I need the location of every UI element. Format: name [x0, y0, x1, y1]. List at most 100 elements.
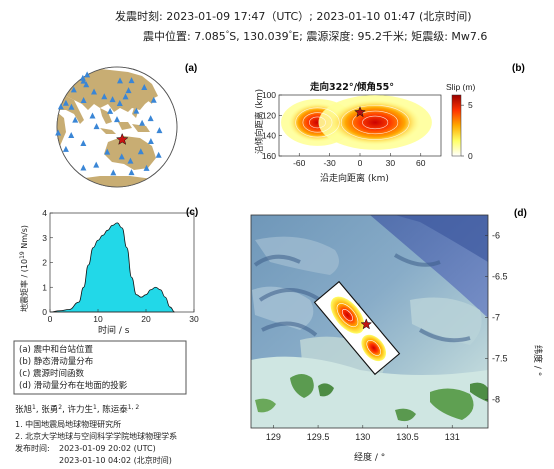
station-triangle [80, 164, 87, 171]
slip-contours [295, 105, 410, 140]
station-triangle [109, 96, 116, 103]
map-x-tick-label: 129 [266, 432, 281, 442]
stf-y-tick-label: 3 [42, 233, 47, 243]
station-triangle [147, 115, 154, 122]
map-y-tick-label: -8 [492, 394, 500, 404]
station-triangle [137, 148, 144, 155]
station-triangle [143, 164, 150, 171]
map-slip-patch-1 [330, 296, 365, 334]
stf-ylabel: 地震矩率 / (1019 Nm/s) [19, 225, 29, 312]
slip-map: 129 129.5 130 130.5 131 -6 -6.5 -7 -7.5 -8 [250, 214, 508, 442]
slip-y-tick-label: 120 [262, 110, 276, 120]
station-triangle [125, 87, 132, 94]
station-triangle [141, 83, 148, 90]
station-triangle [80, 140, 87, 147]
release-label: 发布时间: [15, 443, 50, 453]
slip-contour [295, 107, 340, 138]
stf-y-tick-label: 1 [42, 282, 47, 292]
map-y-ticks: -6 -6.5 -7 -7.5 -8 [485, 230, 508, 404]
slip-contour [362, 115, 389, 130]
slip-x-tick-label: 30 [386, 158, 396, 168]
stf-area [49, 222, 175, 313]
map-frame [250, 214, 489, 429]
station-triangle [80, 77, 87, 84]
stf-x-ticks: 0 10 20 30 [48, 309, 199, 324]
legend-box: (a) 震中和台站位置 (b) 静态滑动量分布 (c) 震源时间函数 (d) 滑… [13, 340, 187, 395]
author-4-sup: 1, 2 [128, 404, 140, 411]
station-triangle [116, 77, 123, 84]
hypocenter-star-icon [354, 106, 366, 118]
colorbar-gradient [451, 94, 462, 157]
degree-sign-lat: ° [226, 30, 230, 38]
station-triangle [72, 116, 79, 123]
station-triangle [89, 112, 96, 119]
stf-ylabel-exp: 19 [19, 251, 26, 259]
station-triangle [118, 153, 125, 160]
stf-ylabel-main: 地震矩率 / (10 [19, 259, 29, 312]
station-triangle [114, 116, 120, 123]
author-4: , 陈运泰 [97, 404, 128, 415]
station-triangle [83, 81, 90, 88]
station-triangle [93, 123, 100, 130]
map-y-tick-label: -7.5 [492, 353, 508, 363]
station-triangle [57, 103, 64, 110]
station-triangle [68, 103, 75, 110]
station-triangle [128, 169, 135, 176]
map-x-tick-label: 130 [355, 432, 370, 442]
legend-item-d: (d) 滑动量分布在地面的投影 [19, 380, 128, 391]
map-terrain [251, 215, 488, 428]
station-triangle [101, 93, 108, 100]
release-beijing: 2023-01-10 04:02 (北京时间) [59, 455, 172, 465]
station-triangle [150, 96, 157, 103]
legend-item-b: (b) 静态滑动量分布 [19, 356, 93, 367]
globe-epicenter-star [115, 132, 129, 145]
source-time-function-plot: 0 10 20 30 0 1 2 3 4 [42, 208, 199, 324]
panel-label-d: (d) [514, 208, 527, 219]
station-markers [55, 71, 163, 176]
stf-y-tick-label: 0 [42, 307, 47, 317]
slip-x-tick-label: -30 [323, 158, 336, 168]
epicenter-star-icon [115, 132, 129, 145]
stf-x-tick-label: 10 [93, 314, 103, 324]
map-ylabel: 纬度 / ° [532, 345, 544, 376]
station-triangle [107, 107, 114, 114]
map-slip-contours [336, 303, 381, 356]
slip-ylabel: 沿倾向距离 (km) [254, 89, 265, 154]
slip-contour [340, 105, 410, 140]
colorbar-tick-label: 0 [468, 151, 473, 161]
epicenter-line-text: 震中位置: 7.085°S, 130.039°E; 震源深度: 95.2千米; … [143, 29, 487, 43]
station-triangle [68, 131, 75, 138]
stf-ylabel-tail: Nm/s) [20, 225, 29, 251]
stf-x-tick-label: 0 [48, 314, 53, 324]
slip-contour [309, 116, 326, 129]
slip-title: 走向322°/倾角55° [309, 81, 394, 93]
map-x-ticks: 129 129.5 130 130.5 131 [266, 425, 460, 442]
colorbar-ticks: 05 [461, 100, 473, 161]
station-triangle [133, 107, 140, 114]
epicenter-lat-hemi: S, 130.039 [229, 30, 288, 43]
slip-x-tick-label: 60 [416, 158, 426, 168]
slip-y-tick-label: 100 [262, 90, 276, 100]
epicenter-line: 震中位置: 7.085°S, 130.039°E; 震源深度: 95.2千米; … [143, 29, 487, 43]
station-triangle [122, 93, 129, 100]
stf-x-tick-label: 30 [189, 314, 199, 324]
colorbar-tick-label: 5 [468, 100, 473, 110]
release-utc: 2023-01-09 20:02 (UTC) [59, 444, 156, 453]
panel-label-a: (a) [185, 63, 197, 74]
slip-x-tick-label: -60 [293, 158, 306, 168]
station-triangle [70, 86, 77, 93]
station-triangle [128, 77, 135, 84]
station-triangle [62, 145, 69, 152]
origin-time: 发震时刻: 2023-01-09 17:47（UTC）; 2023-01-10 … [115, 9, 472, 23]
author-3: , 许力生 [62, 404, 93, 415]
slip-y-tick-label: 140 [262, 131, 276, 141]
slip-xlabel: 沿走向距离 (km) [320, 172, 389, 184]
epicenter-prefix: 震中位置: 7.085 [143, 29, 226, 43]
map-epicenter-star-icon [360, 318, 373, 330]
station-triangle [147, 137, 154, 144]
slip-y-tick-label: 160 [262, 151, 276, 161]
station-triangle [55, 129, 62, 136]
stf-y-tick-label: 2 [42, 258, 47, 268]
station-triangle [155, 151, 162, 158]
